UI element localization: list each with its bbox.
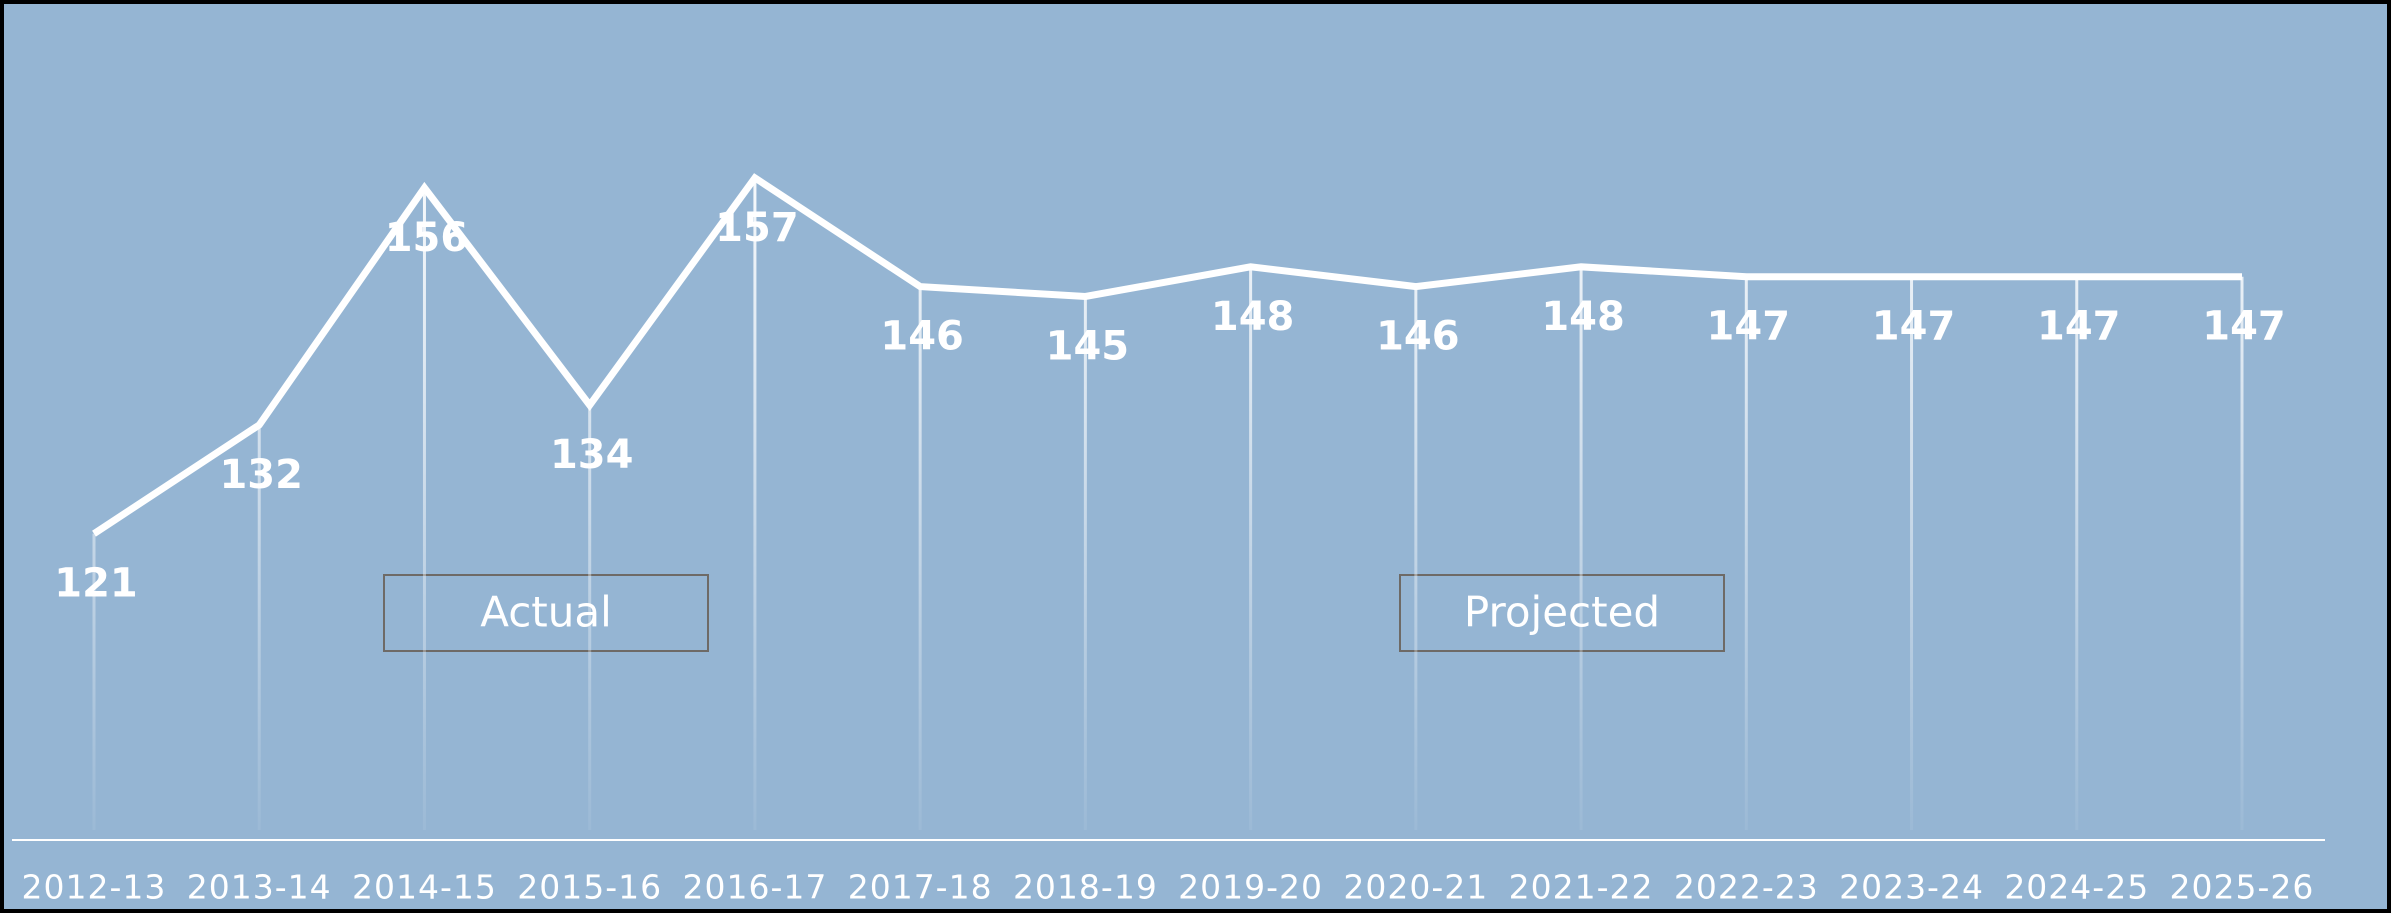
x-tick-label: 2022-23 (1674, 868, 1819, 907)
data-label: 146 (1376, 314, 1460, 360)
data-label: 134 (550, 432, 634, 478)
data-label: 132 (219, 452, 303, 498)
x-tick-label: 2020-21 (1343, 868, 1488, 907)
x-tick-label: 2025-26 (2170, 868, 2315, 907)
x-tick-label: 2024-25 (2004, 868, 2149, 907)
data-label: 147 (1707, 304, 1791, 350)
data-label: 146 (880, 314, 964, 360)
data-label: 147 (2037, 304, 2121, 350)
data-label: 121 (54, 561, 138, 607)
annotation: Projected (1464, 588, 1660, 637)
x-tick-label: 2018-19 (1013, 868, 1158, 907)
x-tick-label: 2012-13 (22, 868, 167, 907)
x-tick-label: 2023-24 (1839, 868, 1984, 907)
x-tick-label: 2014-15 (352, 868, 497, 907)
annotation-box (1399, 574, 1725, 652)
annotation: Actual (480, 588, 612, 637)
x-tick-label: 2021-22 (1509, 868, 1654, 907)
data-label: 156 (385, 215, 469, 261)
data-label: 147 (1872, 304, 1956, 350)
line (92, 173, 2242, 537)
data-label: 145 (1046, 323, 1130, 369)
data-label: 157 (715, 205, 799, 251)
data-label: 147 (2202, 304, 2286, 350)
x-tick-label: 2013-14 (187, 868, 332, 907)
annotation-box (383, 574, 709, 652)
data-label: 148 (1541, 294, 1625, 340)
x-tick-label: 2017-18 (848, 868, 993, 907)
x-tick-label: 2016-17 (682, 868, 827, 907)
x-tick-label: 2019-20 (1178, 868, 1323, 907)
x-tick-label: 2015-16 (517, 868, 662, 907)
data-label: 148 (1211, 294, 1295, 340)
